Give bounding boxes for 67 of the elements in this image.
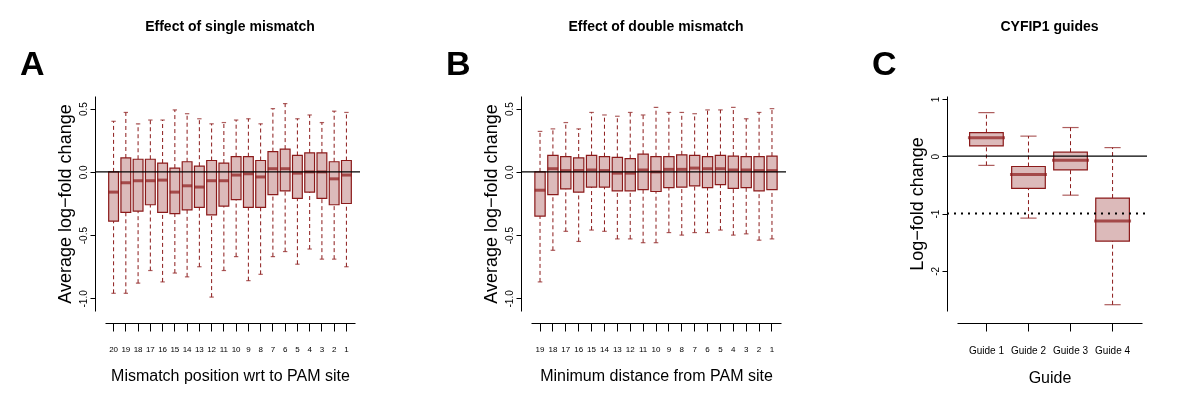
text: B <box>446 44 471 82</box>
x-tick-label: 5 <box>718 344 724 354</box>
y-tick-label: 1 <box>929 96 941 103</box>
x-tick-label: 9 <box>246 344 252 354</box>
y-tick-label: 0.0 <box>77 165 89 180</box>
x-tick-label: 3 <box>319 344 325 354</box>
x-tick-label: 4 <box>307 344 313 354</box>
chart-title: CYFIP1 guides <box>1000 18 1099 34</box>
y-tick-label: 0.5 <box>77 101 89 117</box>
y-tick-label: 0.0 <box>503 165 515 180</box>
x-tick-label: 7 <box>270 344 276 354</box>
y-axis-title: Average log−fold change <box>54 104 75 304</box>
y-tick-label: -1.0 <box>503 289 515 308</box>
x-tick-label: 6 <box>705 344 711 354</box>
x-tick-label: 8 <box>679 344 685 354</box>
x-tick-label: 5 <box>295 344 301 354</box>
y-tick-label: 0.5 <box>503 101 515 117</box>
x-tick-label: 3 <box>743 344 749 354</box>
x-tick-label: 18 <box>133 344 144 354</box>
x-tick-label: 15 <box>170 344 180 354</box>
x-tick-label: 9 <box>666 344 672 354</box>
x-tick-label: 14 <box>600 344 610 354</box>
x-tick-label: Guide 1 <box>968 344 1005 356</box>
x-tick-label: 14 <box>182 344 193 354</box>
x-tick-label: 8 <box>258 344 264 354</box>
x-tick-label: 16 <box>158 344 168 354</box>
text: A <box>20 44 45 82</box>
y-tick-label: -0.5 <box>503 226 515 245</box>
x-tick-label: 13 <box>194 344 205 354</box>
x-tick-label: 10 <box>651 344 661 354</box>
x-tick-label: 11 <box>638 344 648 354</box>
x-tick-label: 2 <box>331 344 337 354</box>
x-tick-label: 1 <box>344 344 350 354</box>
chart-title: Effect of double mismatch <box>568 18 744 34</box>
x-tick-label: 7 <box>692 344 698 354</box>
x-tick-label: 19 <box>121 344 131 354</box>
x-tick-label: 19 <box>535 344 546 354</box>
x-tick-label: 10 <box>231 344 242 354</box>
x-axis-title: Mismatch position wrt to PAM site <box>111 366 351 384</box>
y-tick-label: 0 <box>929 153 941 160</box>
x-tick-label: Guide 3 <box>1053 344 1089 356</box>
x-axis-title: Minimum distance from PAM site <box>540 366 773 384</box>
x-tick-label: 18 <box>548 344 558 354</box>
x-tick-label: 1 <box>769 344 775 354</box>
x-tick-label: 12 <box>625 344 636 354</box>
x-tick-label: 13 <box>612 344 623 354</box>
x-tick-label: 15 <box>587 344 597 354</box>
x-tick-label: Guide 4 <box>1095 344 1131 356</box>
chart-title: Effect of single mismatch <box>145 18 315 34</box>
y-tick-label: -0.5 <box>77 226 89 245</box>
y-tick-label: -2 <box>929 266 941 276</box>
x-tick-label: 16 <box>574 344 584 354</box>
text: C <box>872 44 897 82</box>
x-tick-label: 6 <box>282 344 288 354</box>
x-tick-label: 2 <box>756 344 762 354</box>
x-tick-label: Guide 2 <box>1010 344 1047 356</box>
x-axis-title: Guide <box>1028 368 1072 386</box>
y-tick-label: -1 <box>929 209 941 219</box>
y-axis-title: Average log−fold change <box>480 104 501 304</box>
x-tick-label: 12 <box>207 344 217 354</box>
x-tick-label: 17 <box>561 344 571 354</box>
y-axis-title: Log−fold change <box>906 137 927 271</box>
x-tick-label: 17 <box>145 344 156 354</box>
x-tick-label: 20 <box>109 344 119 354</box>
y-tick-label: -1.0 <box>77 289 89 308</box>
x-tick-label: 4 <box>731 344 737 354</box>
x-tick-label: 11 <box>219 344 229 354</box>
